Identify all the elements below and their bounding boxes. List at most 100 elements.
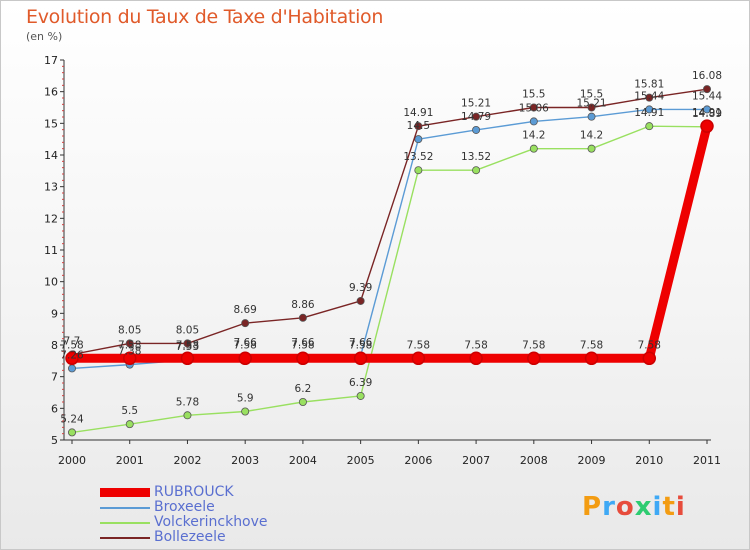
x-tick-label: 2004: [289, 454, 317, 467]
data-label: 14.2: [522, 130, 545, 142]
data-point: [472, 112, 481, 121]
data-label: 7.66: [349, 337, 373, 349]
data-label: 14.79: [461, 111, 491, 123]
data-point: [241, 319, 250, 328]
x-tick-label: 2003: [231, 454, 259, 467]
data-label: 7.58: [407, 339, 430, 351]
data-label: 8.05: [118, 324, 141, 336]
data-label: 7.58: [60, 339, 83, 351]
legend-label: Volckerinckhove: [154, 514, 268, 530]
legend-item: Volckerinckhove: [100, 514, 360, 530]
data-label: 13.52: [403, 151, 433, 163]
x-tick-label: 2001: [116, 454, 144, 467]
x-tick-label: 2011: [693, 454, 721, 467]
data-point: [527, 351, 541, 366]
logo-letter: r: [602, 492, 616, 522]
data-point: [296, 351, 310, 366]
data-label: 7.58: [638, 339, 661, 351]
data-point: [353, 351, 368, 366]
legend-item: Bollezeele: [100, 529, 360, 545]
unit-label: (en %): [26, 30, 63, 43]
data-label: 7.58: [580, 339, 603, 351]
logo-letter: x: [634, 492, 653, 522]
series-line-broxeele: [71, 108, 708, 370]
legend-item: RUBROUCK: [100, 484, 360, 500]
x-tick-label: 2008: [520, 454, 548, 467]
data-point: [414, 122, 423, 131]
data-point: [238, 351, 252, 366]
data-label: 14.91: [634, 107, 664, 119]
data-label: 7.66: [233, 337, 257, 349]
data-point: [703, 105, 712, 114]
data-label: 15.81: [634, 79, 664, 91]
data-point: [68, 428, 77, 437]
data-label: 15.06: [519, 102, 549, 114]
y-tick-label: 6: [51, 402, 58, 415]
legend-swatch: [100, 507, 150, 509]
data-label: 7.26: [60, 349, 84, 361]
x-tick-label: 2006: [404, 454, 432, 467]
data-point: [241, 407, 250, 416]
data-label: 15.5: [580, 89, 603, 101]
y-tick-label: 12: [44, 212, 58, 225]
legend-label: RUBROUCK: [154, 484, 234, 500]
x-tick-label: 2009: [578, 454, 606, 467]
data-label: 7.58: [349, 339, 372, 351]
data-label: 6.39: [349, 377, 372, 389]
data-label: 7.58: [233, 339, 256, 351]
y-tick-label: 11: [44, 244, 58, 257]
data-point: [529, 117, 538, 126]
data-point: [645, 105, 654, 114]
logo-letter: i: [652, 492, 663, 522]
legend-item: Broxeele: [100, 499, 360, 515]
legend-swatch: [100, 488, 150, 497]
data-point: [642, 351, 657, 366]
data-point: [411, 351, 426, 366]
x-tick-label: 2002: [173, 454, 201, 467]
data-label: 8.69: [233, 304, 256, 316]
data-point: [414, 135, 423, 144]
data-label: 6.2: [295, 383, 312, 395]
data-label: 7.58: [291, 339, 314, 351]
data-point: [414, 166, 423, 175]
legend-swatch: [100, 522, 150, 524]
data-label: 7.38: [118, 346, 141, 358]
data-point: [587, 103, 596, 112]
data-label: 15.21: [461, 98, 491, 110]
chart-title: Evolution du Taux de Taxe d'Habitation: [26, 6, 384, 28]
data-point: [68, 364, 77, 373]
data-label: 14.89: [692, 108, 722, 120]
data-label: 5.9: [237, 393, 254, 405]
data-point: [645, 93, 654, 102]
x-tick-label: 2010: [635, 454, 663, 467]
logo-letter: P: [582, 492, 603, 522]
data-label: 5.78: [176, 396, 199, 408]
data-point: [703, 85, 712, 94]
x-tick-label: 2000: [58, 454, 86, 467]
logo-letter: o: [615, 492, 635, 522]
y-tick-label: 13: [44, 181, 58, 194]
y-tick-label: 17: [44, 54, 58, 67]
data-point: [122, 351, 137, 366]
legend-swatch: [100, 537, 150, 539]
data-point: [298, 397, 307, 406]
series-line-rubrouck: [67, 121, 712, 363]
data-label: 7.7: [64, 336, 81, 348]
data-label: 7.58: [118, 339, 141, 351]
data-point: [356, 296, 365, 305]
data-label: 7.58: [522, 339, 545, 351]
data-point: [529, 103, 538, 112]
proxiti-logo: Proxiti: [582, 492, 686, 522]
data-point: [584, 351, 599, 366]
data-point: [125, 339, 134, 348]
y-tick-label: 10: [44, 276, 58, 289]
data-label: 15.44: [692, 90, 722, 102]
series-line-bollezeele: [71, 88, 708, 356]
data-label: 16.08: [692, 70, 722, 82]
data-point: [65, 351, 79, 366]
data-point: [298, 313, 307, 322]
data-label: 7.58: [176, 339, 199, 351]
data-label: 14.5: [407, 120, 430, 132]
data-label: 7.66: [291, 337, 315, 349]
